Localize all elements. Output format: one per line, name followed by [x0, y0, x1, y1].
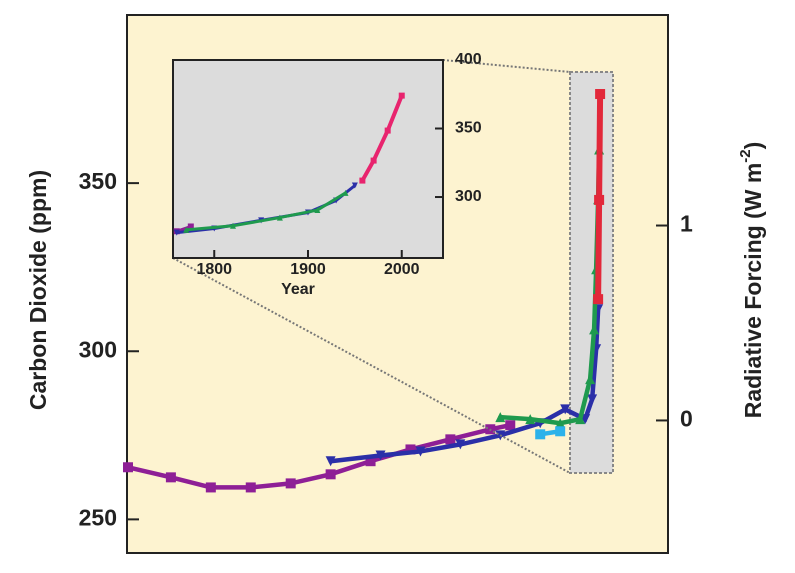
data-point: [245, 482, 256, 493]
main-plot: 250 300 350 0 1: [79, 89, 693, 530]
data-point: [365, 456, 376, 467]
data-point: [445, 434, 456, 445]
x-axis-label: Year: [281, 281, 315, 298]
data-point: [535, 429, 546, 440]
x-tick-label: 1800: [196, 261, 232, 278]
data-point: [205, 482, 216, 493]
y-tick-label: 350: [79, 168, 117, 194]
series-line: [360, 93, 404, 183]
data-point: [398, 92, 405, 99]
data-point: [587, 394, 598, 405]
data-point: [173, 229, 180, 236]
inset-area: [172, 59, 444, 259]
data-point: [375, 450, 386, 461]
data-point: [575, 414, 586, 425]
data-point: [122, 462, 133, 473]
data-point: [342, 189, 349, 196]
data-point: [165, 472, 176, 483]
data-point: [405, 444, 416, 455]
x-tick-label: 1900: [290, 261, 326, 278]
x-tick-label: 2000: [384, 261, 420, 278]
y2-axis-label-text: Radiative Forcing (W m: [740, 163, 766, 419]
data-point: [351, 182, 358, 189]
y2-axis-label: Radiative Forcing (W m-2): [737, 142, 766, 419]
data-point: [285, 478, 296, 489]
y-tick-label: 250: [79, 504, 117, 530]
data-point: [585, 374, 596, 385]
data-point: [555, 418, 566, 429]
data-point: [230, 222, 236, 229]
y2-tick-label: 1: [680, 211, 693, 237]
data-point: [370, 157, 377, 164]
inset-plot: 300 350 400 1800 1900 2000 Year: [173, 51, 482, 298]
data-point: [525, 414, 536, 425]
data-point: [589, 324, 600, 335]
data-point: [594, 194, 605, 205]
data-point: [276, 214, 283, 221]
data-point: [593, 294, 604, 305]
data-point: [384, 127, 391, 134]
zoom-connector: [172, 257, 571, 474]
y-tick-label: 400: [455, 51, 482, 68]
data-point: [455, 439, 466, 450]
data-point: [325, 469, 336, 480]
data-point: [555, 426, 566, 437]
data-point: [495, 412, 506, 423]
y-tick-label: 300: [79, 336, 117, 362]
y-tick-label: 350: [455, 120, 482, 137]
zoom-connector: [442, 59, 571, 73]
y-axis-label: Carbon Dioxide (ppm): [25, 170, 51, 410]
data-point: [359, 177, 366, 184]
data-point: [505, 420, 516, 431]
data-point: [183, 226, 190, 233]
data-point: [560, 404, 571, 415]
y2-tick-label: 0: [680, 406, 693, 432]
y2-axis-label-end: ): [740, 142, 766, 150]
data-point: [187, 223, 194, 230]
data-point: [595, 89, 606, 100]
data-point: [314, 207, 321, 214]
data-point: [325, 456, 336, 467]
y2-axis-label-sup: -2: [737, 149, 754, 162]
y-tick-label: 300: [455, 188, 482, 205]
data-point: [415, 446, 426, 457]
